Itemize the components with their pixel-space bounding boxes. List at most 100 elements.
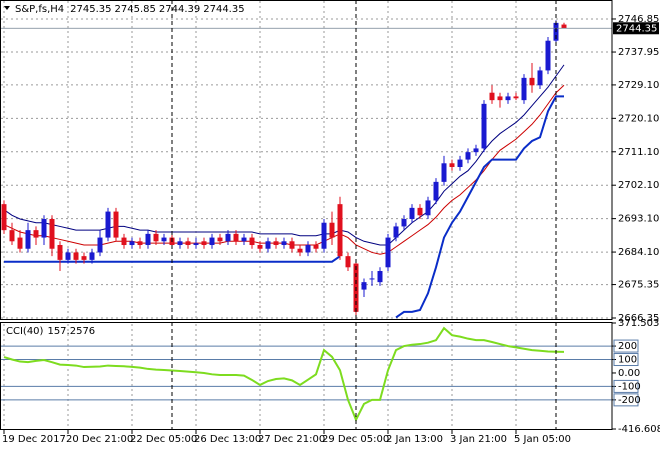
last-price-label: 2744.35: [616, 23, 657, 34]
candle-body: [105, 211, 111, 238]
level-label-box: [613, 379, 639, 393]
y-tick-label: 100: [618, 355, 637, 366]
x-tick-label: 5 Jan 05:00: [514, 434, 571, 445]
candle-body: [337, 204, 343, 257]
candle-body: [281, 241, 287, 246]
level-label-box: [613, 339, 639, 353]
candle-body: [345, 256, 351, 268]
candle-body: [153, 233, 159, 242]
x-tick-label: 19 Dec 2017: [2, 434, 66, 445]
candle-body: [113, 211, 119, 238]
candle-body: [441, 163, 447, 182]
candle-body: [65, 252, 71, 260]
candle-body: [473, 148, 479, 153]
candle-body: [129, 241, 135, 246]
candle-body: [209, 237, 215, 246]
candle-body: [401, 219, 407, 227]
candle-body: [409, 207, 415, 220]
candle-body: [137, 241, 143, 246]
candle-body: [377, 271, 383, 283]
candle-body: [529, 77, 535, 86]
candle-body: [33, 230, 39, 238]
x-tick-label: 20 Dec 21:00: [66, 434, 133, 445]
candle-body: [217, 237, 223, 242]
candle-body: [561, 24, 567, 29]
candle-body: [201, 241, 207, 246]
candle-body: [417, 207, 423, 216]
x-tick-label: 3 Jan 21:00: [450, 434, 507, 445]
candle-body: [233, 233, 239, 242]
candle-body: [225, 233, 231, 242]
candle-body: [161, 237, 167, 242]
y-tick-label: 200: [618, 341, 637, 352]
candle-body: [25, 230, 31, 249]
candle-body: [185, 241, 191, 246]
candle-body: [449, 163, 455, 168]
y-tick-label: -100: [618, 381, 641, 392]
chart-title: S&P,fs,H4 2745.35 2745.85 2744.39 2744.35: [15, 4, 245, 15]
candle-body: [505, 96, 511, 101]
candle-body: [489, 92, 495, 101]
indicator-line: [3, 326, 565, 423]
candle-body: [1, 204, 7, 231]
y-tick-label: 2720.10: [618, 113, 659, 124]
candle-body: [241, 237, 247, 242]
candle-body: [177, 241, 183, 246]
candle-body: [481, 103, 487, 149]
x-tick-label: 2 Jan 13:00: [386, 434, 443, 445]
candle-body: [313, 245, 319, 249]
menu-arrow[interactable]: [4, 6, 10, 10]
candle-body: [9, 230, 15, 242]
candle-body: [457, 159, 463, 168]
cci-frame: [0, 322, 613, 430]
candle-body: [81, 256, 87, 260]
candle-body: [369, 278, 375, 280]
level-label-box: [613, 353, 639, 367]
candle-body: [49, 219, 55, 249]
y-tick-label: 2675.35: [618, 280, 659, 291]
y-tick-label: 2684.10: [618, 247, 659, 258]
main-frame: [0, 0, 613, 320]
candle-body: [193, 243, 199, 246]
candle-body: [329, 222, 335, 238]
candle-body: [89, 252, 95, 260]
candle-body: [465, 152, 471, 160]
y-tick-label: 2729.10: [618, 80, 659, 91]
candle-body: [249, 237, 255, 246]
candle-body: [121, 237, 127, 246]
candle-body: [73, 252, 79, 260]
candle-body: [17, 237, 23, 249]
candle-body: [545, 40, 551, 71]
y-tick-label: -416.6083: [618, 424, 660, 435]
y-tick-label: 2737.95: [618, 47, 659, 58]
candle-body: [265, 241, 271, 249]
candle-body: [393, 226, 399, 238]
candle-body: [41, 219, 47, 238]
candle-body: [425, 200, 431, 216]
x-tick-label: 26 Dec 13:00: [194, 434, 261, 445]
y-tick-label: 2711.10: [618, 147, 659, 158]
y-tick-label: 0.00: [618, 368, 640, 379]
x-tick-label: 27 Dec 21:00: [258, 434, 325, 445]
indicator-line: [3, 64, 565, 246]
x-tick-label: 29 Dec 05:00: [322, 434, 389, 445]
candle-body: [361, 282, 367, 290]
last-price-box: [613, 22, 659, 35]
candle-body: [145, 233, 151, 246]
candle-body: [305, 245, 311, 253]
candle-body: [321, 222, 327, 249]
candle-body: [97, 237, 103, 253]
y-tick-label: 2693.10: [618, 214, 659, 225]
candle-body: [273, 241, 279, 246]
x-tick-label: 22 Dec 05:00: [130, 434, 197, 445]
candle-body: [289, 241, 295, 249]
candle-body: [57, 245, 63, 260]
candle-body: [385, 237, 391, 268]
candle-body: [513, 96, 519, 99]
candle-body: [521, 77, 527, 101]
candle-body: [497, 96, 503, 101]
y-tick-label: -200: [618, 395, 641, 406]
cci-title: CCI(40) 157.2576: [6, 326, 95, 337]
